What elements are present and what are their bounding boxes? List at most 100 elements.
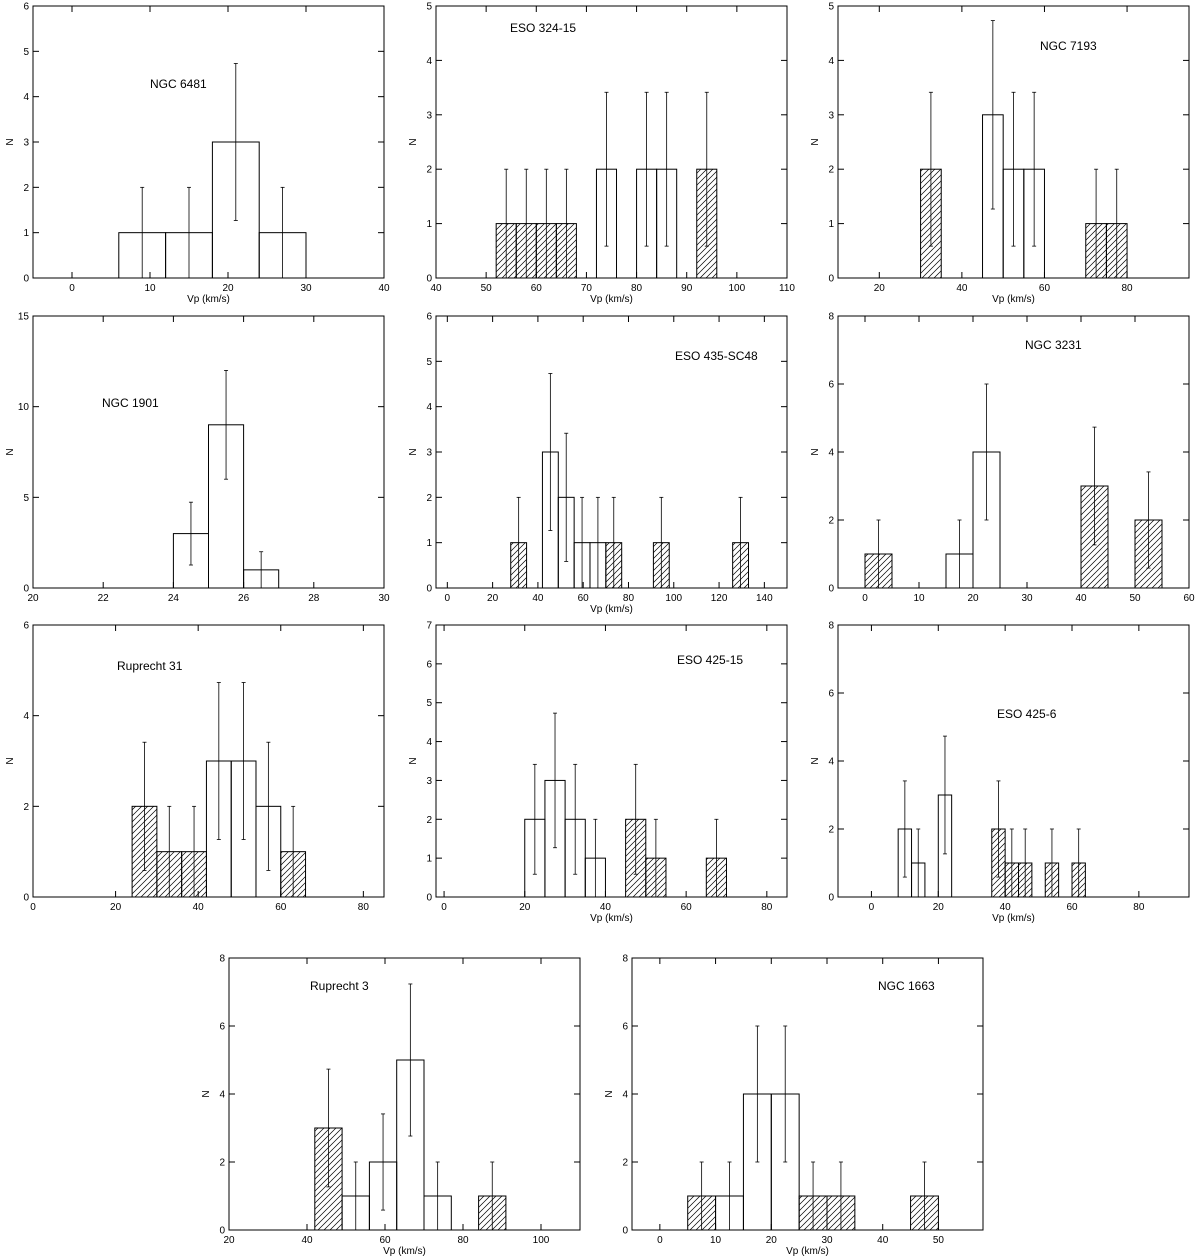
x-axis-label: Vp (km/s)	[383, 1246, 426, 1257]
panel-title: ESO 324-15	[510, 21, 576, 35]
x-tick-label: 10	[710, 1235, 722, 1246]
y-axis-label: N	[408, 448, 419, 455]
x-tick-label: 90	[681, 283, 693, 294]
y-tick-label: 0	[426, 893, 432, 904]
y-tick-label: 8	[219, 954, 225, 965]
panel-title: NGC 1663	[878, 979, 935, 993]
x-tick-label: 40	[193, 902, 205, 913]
y-axis-label: N	[604, 1090, 615, 1097]
panel-title: NGC 1901	[102, 396, 159, 410]
histogram-panel: 0 1 2 3 4 5 40 50 60 70 80 90 100 110 N Vp (km/s) ESO 32…	[408, 2, 795, 306]
x-tick-label: 80	[1133, 902, 1145, 913]
y-tick-label: 6	[426, 312, 432, 323]
histogram-panel: 0 5 10 15 20 22 24 26 28 30 N NGC 1901	[5, 312, 390, 605]
y-tick-label: 4	[828, 56, 834, 67]
plot-frame	[435, 5, 788, 279]
x-tick-label: 50	[933, 1235, 945, 1246]
x-tick-label: 20	[487, 593, 499, 604]
y-tick-label: 3	[426, 776, 432, 787]
x-tick-label: 40	[532, 593, 544, 604]
y-tick-label: 0	[23, 274, 29, 285]
x-axis-label: Vp (km/s)	[992, 913, 1035, 924]
y-tick-label: 4	[622, 1090, 628, 1101]
x-tick-label: 20	[967, 593, 979, 604]
y-tick-label: 5	[426, 2, 432, 13]
y-tick-label: 0	[426, 584, 432, 595]
x-axis-label: Vp (km/s)	[590, 913, 633, 924]
panel-title: NGC 3231	[1025, 338, 1082, 352]
x-tick-label: 20	[110, 902, 122, 913]
y-tick-label: 2	[23, 183, 29, 194]
histogram-panel: 0 1 2 3 4 5 6 0 10 20 30 40 N Vp (km/s) NGC 6481	[5, 2, 390, 306]
x-tick-label: 40	[1075, 593, 1087, 604]
x-tick-label: 40	[877, 1235, 889, 1246]
x-tick-label: 100	[665, 593, 682, 604]
y-tick-label: 2	[426, 815, 432, 826]
panel-title: Ruprecht 3	[310, 979, 369, 993]
x-axis-label: Vp (km/s)	[187, 294, 230, 305]
y-tick-label: 1	[828, 219, 834, 230]
y-tick-label: 0	[426, 274, 432, 285]
x-tick-label: 60	[578, 593, 590, 604]
x-tick-label: 60	[379, 1235, 391, 1246]
y-tick-label: 1	[23, 228, 29, 239]
y-tick-label: 5	[828, 2, 834, 13]
plot-frame	[837, 624, 1190, 898]
x-tick-label: 40	[430, 283, 442, 294]
y-tick-label: 1	[426, 219, 432, 230]
panel-title: ESO 435-SC48	[675, 349, 758, 363]
y-tick-label: 2	[828, 516, 834, 527]
y-tick-label: 6	[828, 380, 834, 391]
x-tick-label: 22	[98, 593, 110, 604]
y-tick-label: 4	[23, 711, 29, 722]
y-tick-label: 0	[828, 584, 834, 595]
x-tick-label: 20	[766, 1235, 778, 1246]
y-tick-label: 2	[219, 1158, 225, 1169]
x-tick-label: 26	[238, 593, 250, 604]
x-tick-label: 20	[874, 283, 886, 294]
x-tick-label: 120	[711, 593, 728, 604]
y-axis-label: N	[5, 448, 16, 455]
x-tick-label: 30	[1021, 593, 1033, 604]
y-tick-label: 15	[18, 312, 30, 323]
x-axis-label: Vp (km/s)	[786, 1246, 829, 1257]
plot-frame	[32, 5, 385, 279]
y-tick-label: 5	[426, 357, 432, 368]
y-tick-label: 5	[23, 47, 29, 58]
x-tick-label: 80	[457, 1235, 469, 1246]
y-tick-label: 0	[23, 893, 29, 904]
y-tick-label: 5	[23, 493, 29, 504]
x-tick-label: 60	[1039, 283, 1051, 294]
plot-frame	[631, 957, 984, 1231]
y-tick-label: 4	[426, 737, 432, 748]
x-tick-label: 50	[481, 283, 493, 294]
y-tick-label: 6	[426, 659, 432, 670]
y-tick-label: 6	[219, 1022, 225, 1033]
y-tick-label: 3	[426, 448, 432, 459]
x-tick-label: 10	[144, 283, 156, 294]
x-tick-label: 40	[956, 283, 968, 294]
x-tick-label: 20	[222, 283, 234, 294]
y-tick-label: 4	[219, 1090, 225, 1101]
y-tick-label: 0	[23, 584, 29, 595]
x-axis-label: Vp (km/s)	[992, 294, 1035, 305]
y-tick-label: 3	[828, 110, 834, 121]
y-tick-label: 8	[828, 621, 834, 632]
x-tick-label: 80	[358, 902, 370, 913]
x-tick-label: 70	[581, 283, 593, 294]
x-tick-label: 10	[913, 593, 925, 604]
x-tick-label: 0	[441, 902, 447, 913]
x-tick-label: 0	[445, 593, 451, 604]
x-tick-label: 50	[1129, 593, 1141, 604]
x-tick-label: 110	[779, 283, 795, 294]
plot-frame	[435, 624, 788, 898]
histogram-panel: 0 2 4 6 8 20 40 60 80 100 N Vp (km/s) Ruprecht 3	[201, 954, 581, 1257]
x-tick-label: 40	[600, 902, 612, 913]
x-tick-label: 40	[378, 283, 390, 294]
y-axis-label: N	[408, 138, 419, 145]
x-tick-label: 60	[531, 283, 543, 294]
x-tick-label: 60	[275, 902, 287, 913]
x-tick-label: 20	[27, 593, 39, 604]
x-tick-label: 0	[69, 283, 75, 294]
